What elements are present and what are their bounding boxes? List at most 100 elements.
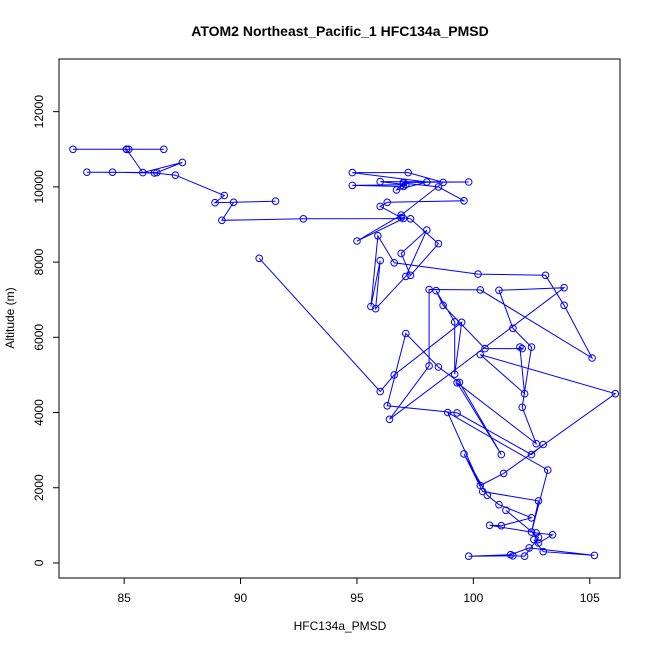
data-point bbox=[383, 198, 392, 207]
y-tick-label: 2000 bbox=[32, 474, 46, 501]
data-point bbox=[255, 254, 264, 263]
y-tick-label: 0 bbox=[32, 559, 46, 566]
data-point bbox=[509, 552, 517, 560]
data-point bbox=[560, 283, 568, 292]
data-point bbox=[390, 371, 399, 379]
data-point bbox=[383, 402, 392, 410]
data-point bbox=[520, 389, 529, 398]
y-axis-label: Altitude (m) bbox=[3, 287, 17, 348]
data-point bbox=[443, 408, 452, 417]
data-point bbox=[495, 286, 503, 295]
data-point bbox=[560, 301, 568, 310]
data-point bbox=[122, 145, 131, 154]
data-point bbox=[464, 178, 473, 186]
data-point bbox=[385, 415, 394, 424]
data-point bbox=[518, 344, 527, 353]
data-point bbox=[425, 285, 433, 294]
data-point bbox=[485, 521, 494, 530]
data-point bbox=[399, 179, 408, 187]
data-point bbox=[390, 259, 399, 267]
data-point bbox=[125, 145, 133, 154]
x-axis: 85 90 95 100 105 bbox=[117, 578, 600, 605]
y-tick-label: 10000 bbox=[32, 170, 46, 204]
data-point bbox=[453, 409, 461, 417]
data-point bbox=[450, 370, 459, 379]
data-point bbox=[481, 344, 489, 353]
data-point bbox=[406, 271, 415, 280]
x-tick-label: 95 bbox=[350, 591, 364, 605]
data-point bbox=[397, 211, 406, 219]
data-point bbox=[534, 533, 543, 542]
data-point bbox=[404, 168, 413, 177]
data-point bbox=[220, 191, 229, 200]
y-tick-label: 4000 bbox=[32, 399, 46, 426]
data-point bbox=[432, 286, 440, 295]
data-point bbox=[525, 544, 534, 552]
data-point bbox=[160, 145, 168, 154]
data-point bbox=[434, 363, 443, 371]
data-point bbox=[460, 450, 468, 458]
data-point bbox=[374, 232, 382, 240]
y-tick-label: 12000 bbox=[32, 95, 46, 129]
data-point bbox=[423, 226, 431, 234]
data-point bbox=[150, 169, 159, 177]
data-point bbox=[476, 350, 485, 359]
data-point bbox=[392, 186, 401, 194]
data-point bbox=[527, 528, 536, 536]
plot-area bbox=[58, 58, 621, 579]
data-point bbox=[376, 177, 385, 186]
data-point bbox=[478, 487, 487, 496]
data-point bbox=[376, 387, 385, 396]
data-point bbox=[425, 362, 433, 370]
series-points bbox=[69, 145, 620, 561]
data-point bbox=[171, 171, 180, 179]
data-point bbox=[450, 318, 459, 326]
data-point bbox=[464, 552, 473, 561]
data-point bbox=[590, 551, 599, 560]
x-axis-label: HFC134a_PMSD bbox=[294, 619, 387, 633]
data-point bbox=[588, 354, 596, 362]
series-line-2 bbox=[258, 257, 617, 557]
y-tick-label: 6000 bbox=[32, 324, 46, 351]
data-point bbox=[376, 202, 385, 211]
x-tick-label: 90 bbox=[234, 591, 248, 605]
data-point bbox=[495, 500, 503, 509]
data-point bbox=[497, 450, 506, 459]
y-axis: 0 2000 4000 6000 8000 10000 12000 bbox=[32, 95, 59, 566]
data-point bbox=[518, 403, 527, 412]
data-point bbox=[527, 514, 536, 522]
data-point bbox=[434, 239, 443, 248]
data-point bbox=[402, 329, 410, 338]
data-point bbox=[348, 168, 357, 177]
data-point bbox=[539, 440, 548, 449]
data-point bbox=[399, 182, 408, 191]
data-point bbox=[439, 301, 447, 310]
data-point bbox=[532, 529, 541, 537]
data-point bbox=[397, 213, 406, 222]
data-point bbox=[299, 215, 308, 223]
data-point bbox=[69, 145, 77, 154]
data-point bbox=[544, 466, 552, 474]
data-point bbox=[229, 198, 238, 207]
data-point bbox=[434, 183, 443, 191]
data-point bbox=[502, 506, 510, 515]
data-point bbox=[474, 270, 482, 278]
data-point bbox=[527, 343, 536, 351]
data-point bbox=[397, 249, 406, 258]
data-point bbox=[539, 547, 548, 556]
data-point bbox=[439, 178, 447, 187]
data-point bbox=[548, 531, 557, 539]
data-point bbox=[499, 469, 508, 478]
data-point bbox=[178, 158, 187, 167]
data-point bbox=[371, 304, 380, 313]
data-point bbox=[376, 256, 385, 265]
data-point bbox=[353, 237, 361, 245]
data-point bbox=[406, 215, 415, 223]
chart-title: ATOM2 Northeast_Pacific_1 HFC134a_PMSD bbox=[191, 23, 488, 39]
series-lines bbox=[73, 148, 617, 557]
data-point bbox=[530, 535, 538, 544]
data-point bbox=[211, 198, 219, 207]
data-point bbox=[83, 168, 91, 176]
data-point bbox=[483, 491, 492, 500]
